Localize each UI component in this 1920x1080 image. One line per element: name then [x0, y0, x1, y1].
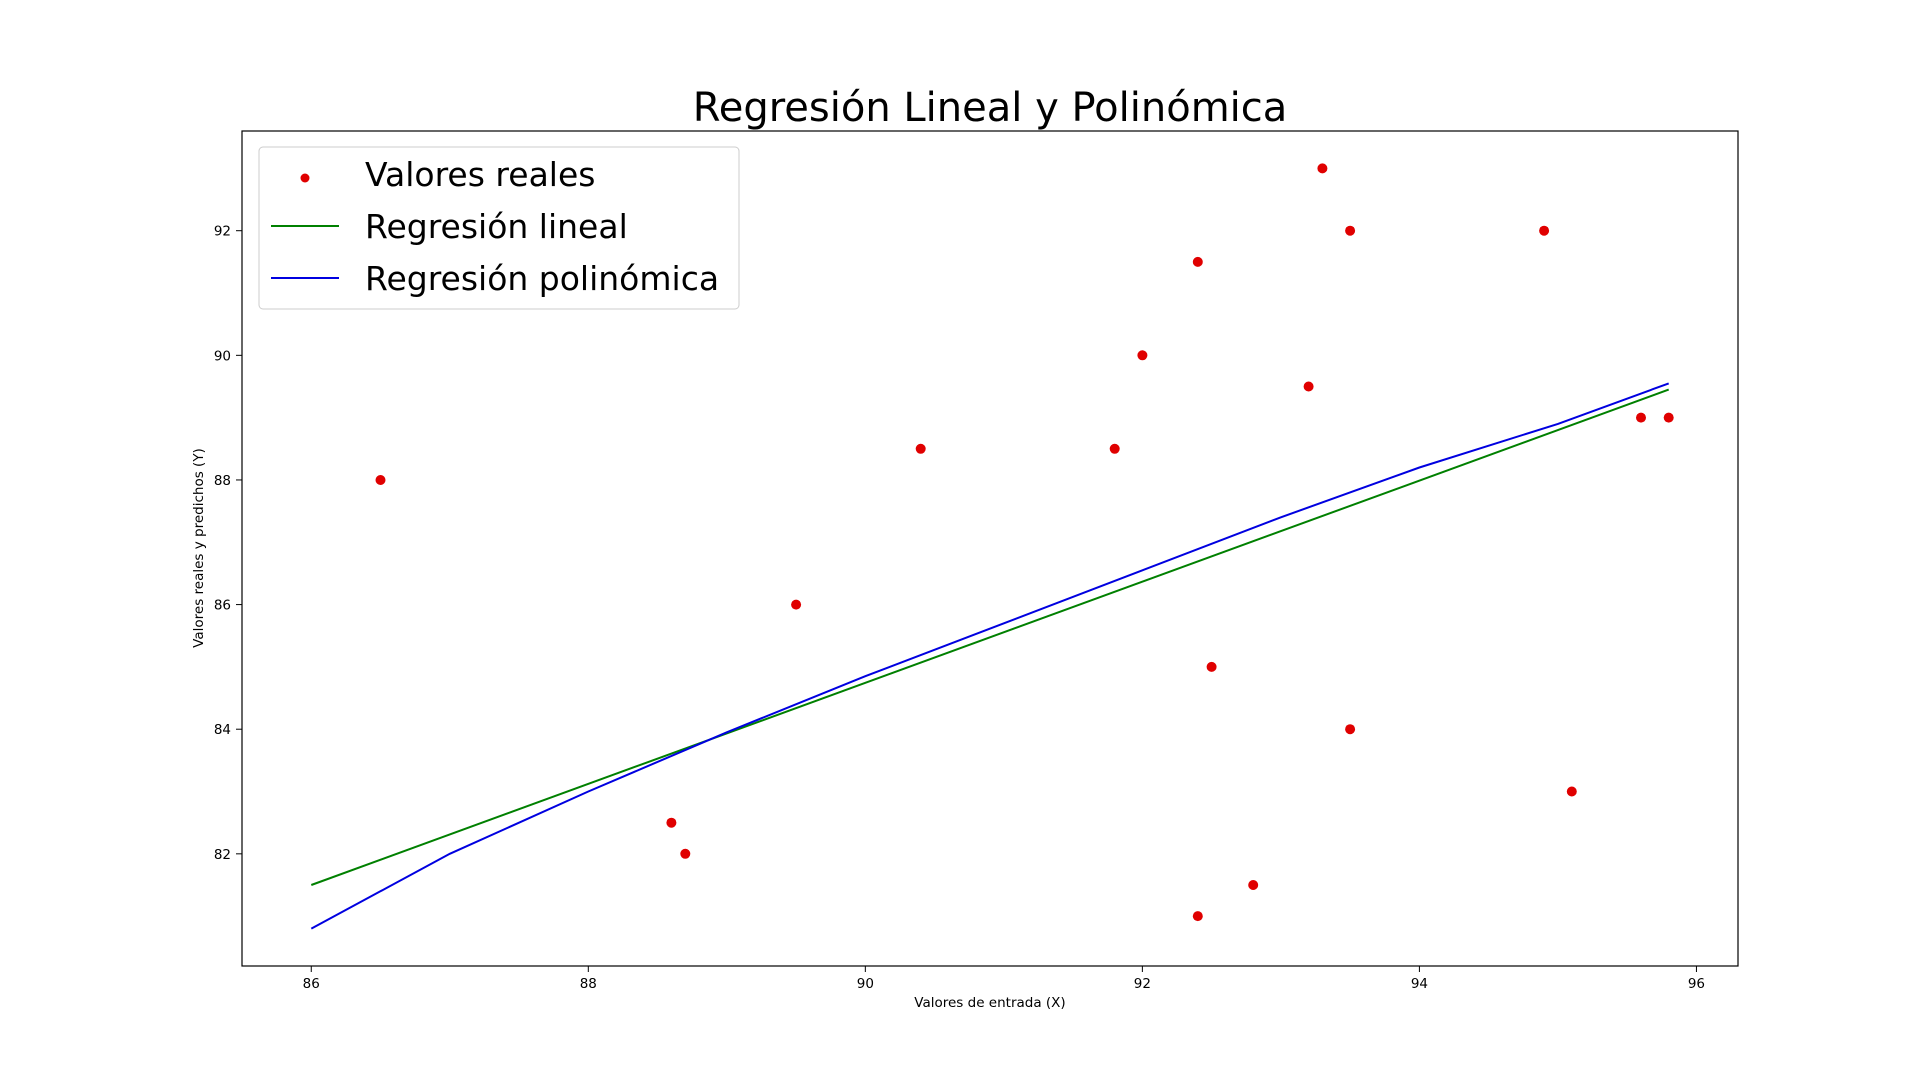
data-point: [1137, 350, 1148, 361]
x-axis: 86 88 90 92 94 96: [303, 966, 1705, 992]
legend-label-valores-reales: Valores reales: [365, 155, 595, 194]
data-point: [1539, 225, 1550, 236]
y-axis-label: Valores reales y predichos (Y): [191, 448, 207, 648]
data-point: [1248, 880, 1259, 890]
legend-label-regresion-polinomica: Regresión polinómica: [365, 259, 719, 298]
data-point: [1192, 911, 1203, 922]
x-tick-label: 94: [1411, 976, 1428, 992]
legend: Valores reales Regresión lineal Regresió…: [258, 146, 740, 310]
y-tick-label: 86: [214, 598, 231, 614]
data-point: [1303, 381, 1314, 392]
data-point: [1345, 724, 1356, 735]
data-point: [1345, 225, 1356, 236]
x-axis-label: Valores de entrada (X): [914, 995, 1065, 1011]
scatter-points: [375, 163, 1674, 922]
data-point: [1663, 412, 1674, 423]
x-tick-label: 88: [580, 976, 597, 992]
plot-frame: [241, 130, 1739, 967]
y-tick-label: 84: [214, 722, 231, 738]
data-point: [1206, 661, 1217, 672]
y-tick-label: 88: [214, 473, 231, 489]
y-tick-label: 90: [214, 348, 231, 364]
data-point: [375, 475, 386, 485]
data-point: [1317, 163, 1328, 174]
legend-marker-valores-reales: [300, 173, 310, 183]
x-tick-label: 96: [1688, 976, 1705, 992]
line-regresion-polinomica: [310, 382, 1670, 930]
data-point: [1192, 256, 1203, 267]
y-tick-label: 82: [214, 847, 231, 863]
data-point: [1566, 786, 1577, 797]
y-axis: 82 84 86 88 90 92: [214, 224, 242, 863]
line-regresion-lineal: [310, 388, 1670, 886]
data-point: [791, 599, 802, 610]
data-point: [915, 443, 926, 454]
data-point: [1109, 443, 1120, 454]
y-tick-label: 92: [214, 224, 231, 240]
regression-lines: [310, 382, 1670, 930]
data-point: [680, 848, 691, 859]
data-point: [666, 817, 677, 828]
legend-box: [258, 146, 740, 310]
chart-title: Regresión Lineal y Polinómica: [693, 85, 1288, 131]
x-tick-label: 92: [1134, 976, 1151, 992]
x-tick-label: 90: [857, 976, 874, 992]
x-tick-label: 86: [303, 976, 320, 992]
legend-label-regresion-lineal: Regresión lineal: [365, 207, 628, 246]
data-point: [1636, 412, 1646, 423]
